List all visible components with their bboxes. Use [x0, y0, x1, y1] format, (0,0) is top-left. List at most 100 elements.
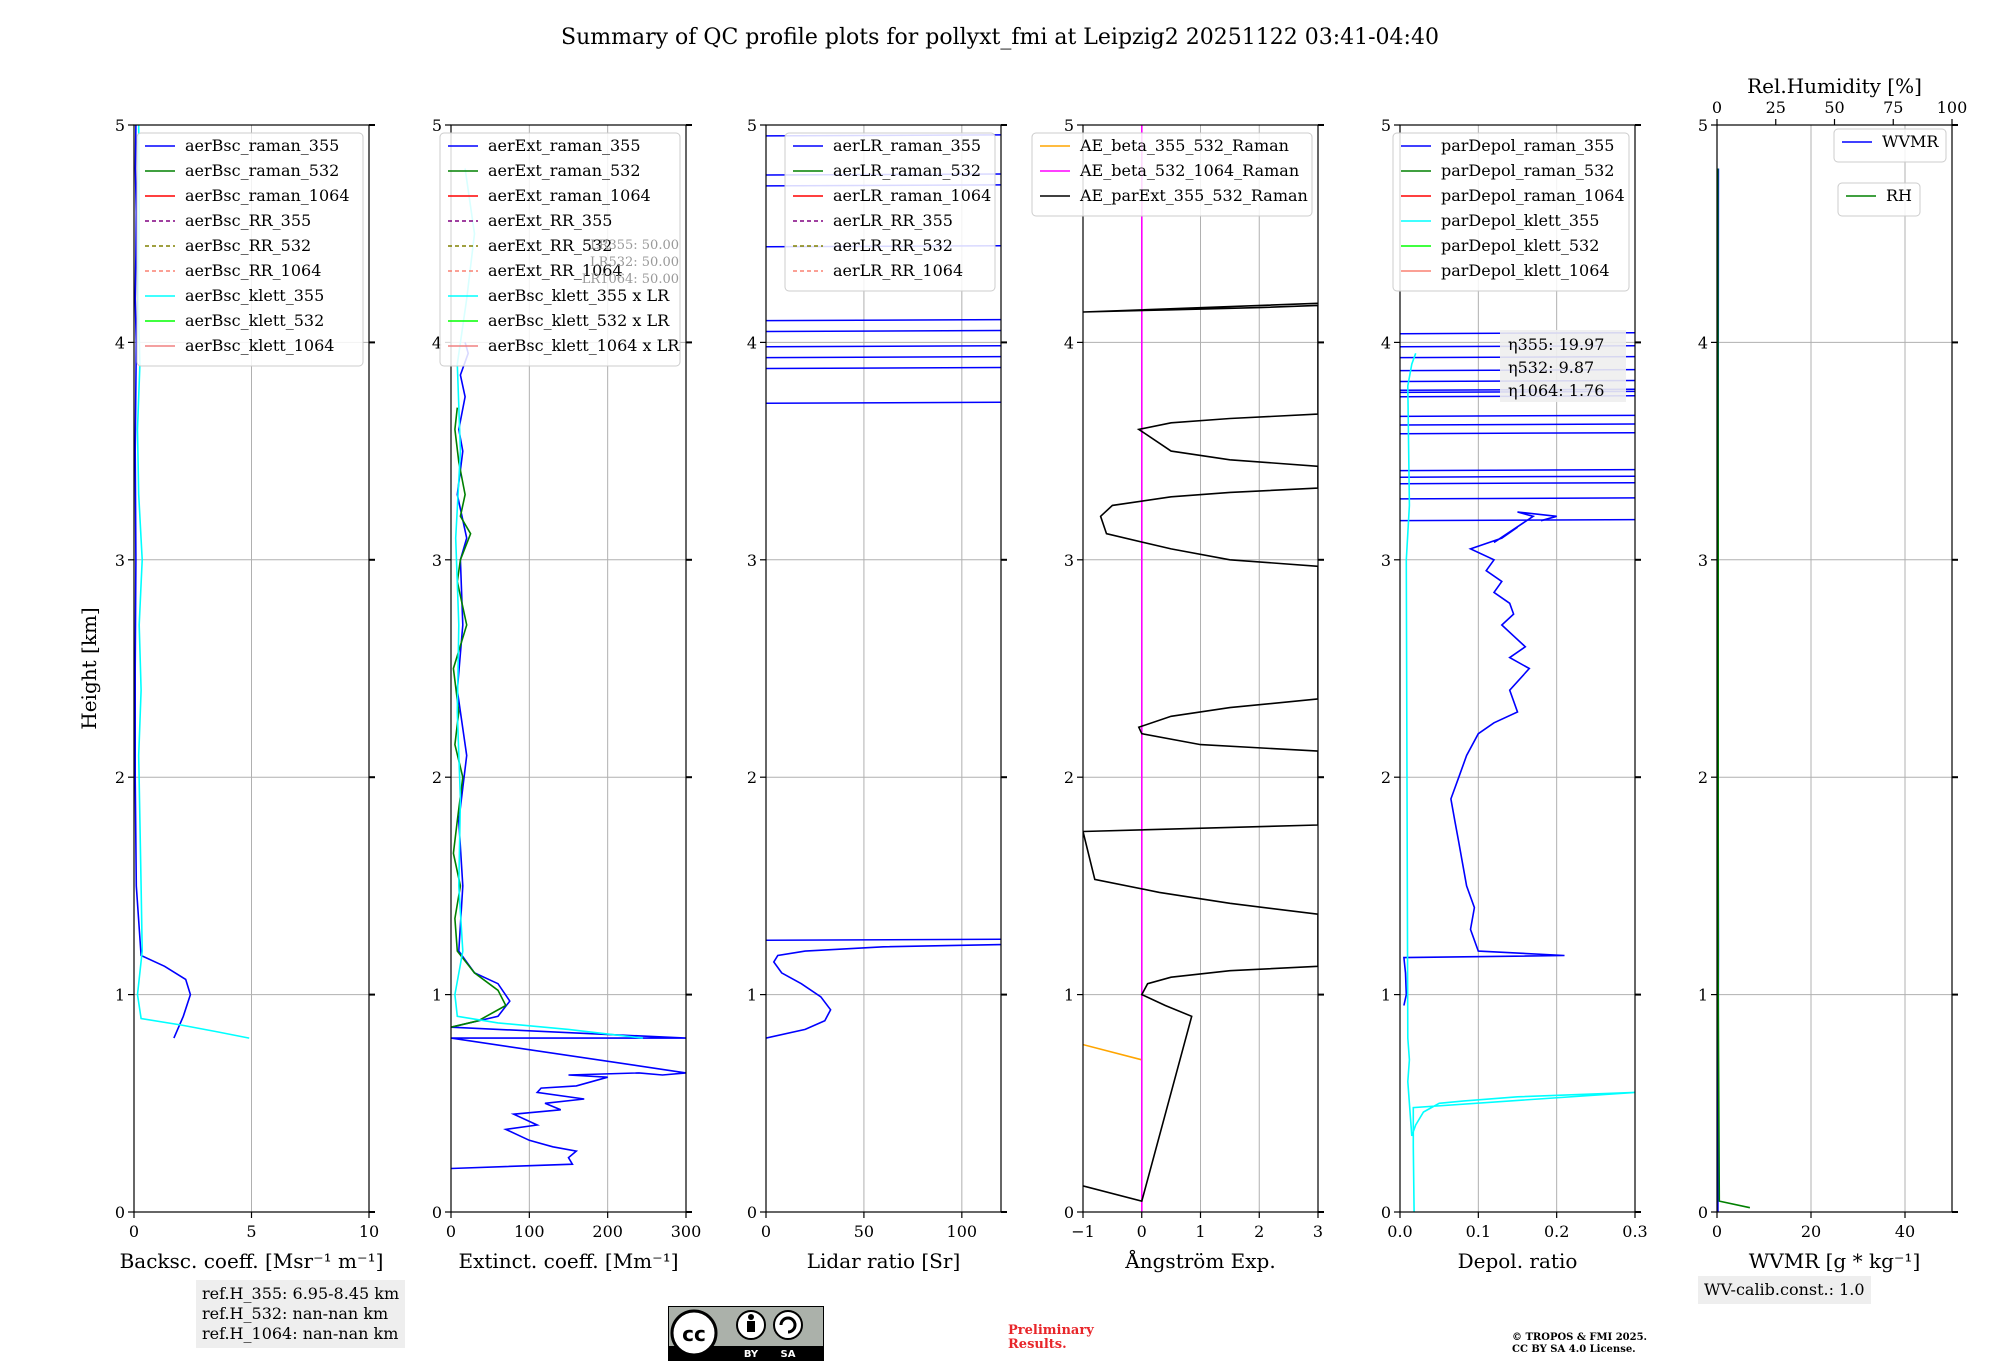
- spike-parDepol_raman_355: [1400, 518, 1635, 522]
- spike-aerLR_raman_355: [766, 344, 1001, 348]
- legend-box: [136, 132, 364, 367]
- x-tick-label: 5: [246, 1222, 256, 1241]
- series-aerLR_raman_355: [766, 943, 1001, 1039]
- series-group: [1717, 168, 1751, 1212]
- ref-h-1064: ref.H_1064: nan-nan km: [202, 1324, 399, 1343]
- x-tick-label: 50: [854, 1222, 874, 1241]
- legend-label: parDepol_klett_355: [1441, 211, 1599, 230]
- y-tick-label: 4: [747, 333, 757, 352]
- series-RH: [1717, 168, 1751, 1209]
- series-parDepol_raman_355: [1403, 511, 1565, 1006]
- legend-label: aerBsc_raman_1064: [185, 186, 350, 205]
- y-tick-label: 2: [432, 768, 442, 787]
- ref-h-355: ref.H_355: 6.95-8.45 km: [202, 1284, 400, 1303]
- legend-label: aerLR_RR_355: [833, 211, 953, 230]
- spike-parDepol_raman_355: [1400, 414, 1635, 418]
- legend-box: [1031, 132, 1313, 217]
- x-tick-label: 0: [761, 1222, 771, 1241]
- preliminary-line-2: Results.: [1008, 1337, 1067, 1352]
- legend-label: aerLR_RR_1064: [833, 261, 963, 280]
- spike-parDepol_raman_355: [1400, 468, 1635, 472]
- y-tick-label: 5: [1064, 116, 1074, 135]
- legend-box: [1837, 182, 1921, 217]
- legend-label: AE_beta_355_532_Raman: [1079, 136, 1289, 155]
- legend-label: parDepol_klett_1064: [1441, 261, 1610, 280]
- y-tick-label: 2: [115, 768, 125, 787]
- y-tick-label: 3: [432, 551, 442, 570]
- legend-label: aerExt_raman_1064: [488, 186, 651, 205]
- x-tick-label: 0: [1137, 1222, 1147, 1241]
- legend-label: parDepol_raman_532: [1441, 161, 1614, 180]
- legend-wvmr: WVMR: [1833, 128, 1947, 163]
- y-tick-label: 1: [1698, 986, 1708, 1005]
- legend-box: [784, 132, 996, 292]
- spike-aerLR_raman_355: [766, 355, 1001, 359]
- legend-label: aerBsc_klett_355: [185, 286, 324, 305]
- y-tick-label: 1: [1381, 986, 1391, 1005]
- y-tick-label: 1: [432, 986, 442, 1005]
- copyright-line-2: CC BY SA 4.0 License.: [1512, 1344, 1636, 1355]
- legend-label: parDepol_klett_532: [1441, 236, 1599, 255]
- figure-title: Summary of QC profile plots for pollyxt_…: [561, 25, 1439, 50]
- legend-label: aerExt_RR_355: [488, 211, 612, 230]
- y-tick-label: 5: [1381, 116, 1391, 135]
- copyright-notice: © TROPOS & FMI 2025. CC BY SA 4.0 Licens…: [1512, 1332, 1647, 1356]
- y-tick-label: 5: [432, 116, 442, 135]
- legend-label: aerBsc_raman_532: [185, 161, 339, 180]
- cc-badge-by: BY: [744, 1349, 759, 1360]
- panel-ext: 0 1 2 3 4 5 0 100 200 300 Extinct. coeff. [Mm⁻¹] ae…: [432, 116, 701, 1273]
- y-tick-label: 4: [432, 333, 442, 352]
- secondary-x-tick-label: 75: [1883, 98, 1903, 117]
- y-tick-label: 0: [115, 1203, 125, 1222]
- x-tick-label: 0.0: [1387, 1222, 1412, 1241]
- legend-label: aerBsc_klett_532: [185, 311, 324, 330]
- spike-parDepol_raman_355: [1400, 431, 1635, 435]
- plot-frame: [1399, 124, 1636, 1213]
- secondary-x-tick-label: 25: [1766, 98, 1786, 117]
- x-tick-label: 40: [1895, 1222, 1915, 1241]
- x-tick-label: 300: [671, 1222, 702, 1241]
- legend-label: aerBsc_raman_355: [185, 136, 339, 155]
- y-tick-label: 5: [115, 116, 125, 135]
- x-tick-label: 0.1: [1466, 1222, 1491, 1241]
- legend: aerLR_raman_355 aerLR_raman_532 aerLR_rama…: [784, 132, 996, 292]
- legend-label: aerBsc_RR_1064: [185, 261, 321, 280]
- legend-label: aerExt_raman_532: [488, 161, 641, 180]
- series-AE_beta_355_532_Raman: [1083, 1043, 1143, 1061]
- legend-box: [1833, 128, 1947, 163]
- plot-frame: [1716, 124, 1953, 1213]
- plot-frame: [765, 124, 1002, 1213]
- y-tick-label: 1: [115, 986, 125, 1005]
- legend-label: aerBsc_RR_532: [185, 236, 311, 255]
- y-tick-label: 4: [115, 333, 125, 352]
- y-tick-label: 2: [747, 768, 757, 787]
- y-tick-label: 3: [747, 551, 757, 570]
- y-tick-label: 4: [1064, 333, 1074, 352]
- x-tick-label: −1: [1071, 1222, 1095, 1241]
- y-tick-label: 0: [432, 1203, 442, 1222]
- y-tick-label: 5: [747, 116, 757, 135]
- x-tick-label: 2: [1254, 1222, 1264, 1241]
- x-axis-label: Ångström Exp.: [1124, 1248, 1275, 1273]
- preliminary-notice: Preliminary Results.: [1008, 1324, 1094, 1352]
- x-tick-label: 0: [446, 1222, 456, 1241]
- wv-calibration-box: WV-calib.const.: 1.0: [1698, 1276, 1871, 1304]
- legend-label: aerBsc_klett_1064 x LR: [488, 336, 680, 355]
- x-axis-label: Backsc. coeff. [Msr⁻¹ m⁻¹]: [120, 1249, 384, 1273]
- legend-label: aerExt_RR_1064: [488, 261, 623, 280]
- series-parDepol_klett_355: [1405, 353, 1635, 1212]
- x-tick-label: 3: [1313, 1222, 1323, 1241]
- eta-label: η355: 19.97: [1508, 335, 1604, 354]
- y-tick-label: 4: [1381, 333, 1391, 352]
- spike-aerLR_raman_355: [766, 329, 1001, 333]
- copyright-line-1: © TROPOS & FMI 2025.: [1512, 1332, 1648, 1343]
- spike-aerLR_raman_355: [766, 401, 1001, 405]
- y-tick-label: 5: [1698, 116, 1708, 135]
- secondary-x-tick-label: 50: [1824, 98, 1844, 117]
- legend-label: AE_parExt_355_532_Raman: [1079, 186, 1308, 205]
- cc-license-badge: cc BY SA: [668, 1306, 824, 1361]
- legend-label: aerExt_RR_532: [488, 236, 612, 255]
- x-tick-label: 0: [129, 1222, 139, 1241]
